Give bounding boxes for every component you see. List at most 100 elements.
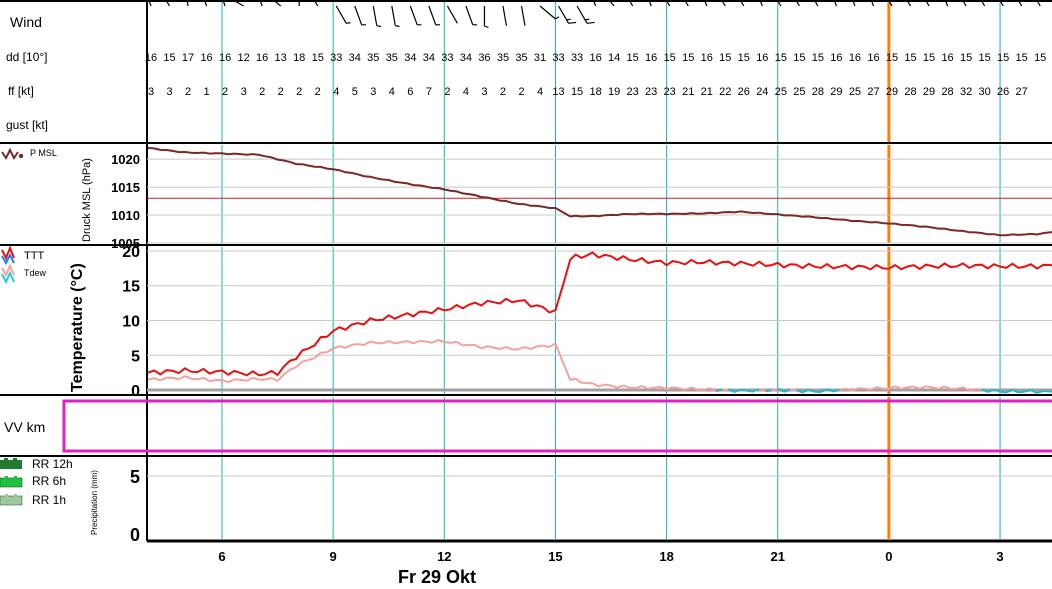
dd-value: 36	[478, 52, 490, 64]
x-hour-label: 12	[437, 549, 451, 564]
tdew-segment	[771, 387, 779, 392]
tdew-segment	[240, 378, 247, 382]
dd-value: 14	[608, 52, 620, 64]
tdew-segment	[727, 388, 735, 393]
rr12-legend-icon	[0, 458, 22, 469]
dd-value: 15	[886, 52, 898, 64]
temperature-ticks: 20 15 10 5 0	[122, 244, 1052, 400]
wind-barb	[992, 0, 1004, 7]
tdew-segment	[690, 386, 698, 391]
dd-value: 15	[719, 52, 731, 64]
tdew-segment	[672, 386, 680, 390]
dd-value: 16	[701, 52, 713, 64]
tdew-segment	[289, 366, 297, 371]
tdew-segment	[888, 385, 896, 390]
wind-barb	[770, 0, 782, 7]
tdew-segment	[925, 385, 933, 389]
wind-barb	[558, 5, 577, 24]
wind-barb	[788, 0, 800, 7]
tdew-segment	[357, 343, 365, 347]
pressure-legend-icon	[1, 147, 24, 160]
tdew-segment	[345, 343, 353, 349]
wind-barb	[183, 0, 189, 7]
x-hour-label: 18	[659, 549, 673, 564]
pressure-line	[147, 147, 1052, 237]
visibility-label: VV km	[4, 419, 45, 435]
tdew-segment	[684, 386, 692, 391]
tdew-segment	[197, 376, 204, 381]
dd-value: 15	[775, 52, 787, 64]
tdew-segment	[227, 378, 235, 384]
x-axis-hour-labels: 6 9 12 15 18 21 0 3	[218, 549, 1003, 564]
dd-value: 16	[849, 52, 861, 64]
dd-value: 15	[979, 52, 991, 64]
dd-value: 16	[867, 52, 879, 64]
rr1-legend: RR 1h	[32, 493, 66, 507]
tdew-segment	[326, 347, 334, 354]
temperature-panel: TTT Tdew Temperature (°C) 20 15 10 5 0	[1, 244, 1052, 400]
tdew-segment	[802, 388, 810, 394]
tdew-segment	[283, 368, 291, 376]
ttt-legend: TTT	[24, 250, 44, 262]
ff-value: 29	[886, 86, 898, 98]
rr1-legend-icon	[0, 494, 23, 506]
x-hour-label: 3	[996, 549, 1003, 564]
tdew-segment	[660, 385, 667, 391]
tdew-segment	[480, 345, 488, 350]
tdew-segment	[153, 377, 161, 382]
ff-label: ff [kt]	[8, 84, 34, 98]
temperature-tick-label: 10	[122, 314, 140, 331]
wind-barb	[465, 5, 478, 26]
tdew-segment	[795, 389, 803, 394]
dd-value: 34	[349, 52, 361, 64]
tdew-segment	[937, 385, 945, 390]
tdew-segment	[295, 360, 303, 368]
tdew-segment	[302, 359, 309, 363]
tdew-segment	[610, 384, 618, 389]
tdew-segment	[604, 383, 612, 387]
wind-barb	[539, 5, 560, 20]
tdew-segment	[221, 379, 229, 384]
wind-barb	[600, 0, 615, 7]
wind-barb	[428, 5, 440, 26]
tdew-segment	[752, 387, 760, 393]
wind-barbs	[143, 0, 1041, 29]
tdew-segment	[826, 388, 834, 393]
ff-value: 23	[627, 86, 639, 98]
dd-value: 16	[256, 52, 268, 64]
pressure-ticks: 1020 1015 1010 1005	[111, 152, 1052, 251]
tdew-segment	[999, 390, 1007, 394]
tdew-segment	[339, 345, 346, 349]
ff-value: 26	[738, 86, 750, 98]
ff-value: 2	[500, 86, 506, 98]
dd-value: 16	[645, 52, 657, 64]
x-axis-date-label: Fr 29 Okt	[398, 567, 476, 587]
tdew-segment	[623, 384, 630, 389]
tdew-segment	[703, 387, 711, 391]
tdew-segment	[456, 340, 464, 347]
tdew-segment	[406, 340, 414, 345]
tdew-legend-icon	[1, 263, 15, 285]
wind-barb	[226, 0, 244, 7]
wind-barb	[699, 0, 708, 7]
tdew-segment	[332, 345, 340, 350]
tdew-segment	[363, 340, 371, 346]
x-hour-label: 21	[771, 549, 785, 564]
tdew-segment	[758, 387, 766, 393]
ff-value: 28	[941, 86, 953, 98]
dd-value: 15	[923, 52, 935, 64]
tdew-segment	[474, 344, 482, 350]
dd-value: 33	[330, 52, 342, 64]
dd-value: 15	[682, 52, 694, 64]
precip-ticks: 50	[130, 467, 1052, 545]
dd-value: 18	[293, 52, 305, 64]
ff-value: 2	[296, 86, 302, 98]
tdew-segment	[493, 346, 501, 351]
tdew-segment	[178, 375, 186, 381]
tdew-segment	[919, 385, 927, 390]
ff-value: 2	[278, 86, 284, 98]
ff-value: 32	[960, 86, 972, 98]
dd-value: 35	[386, 52, 398, 64]
tdew-segment	[647, 386, 655, 390]
tdew-segment	[505, 345, 513, 351]
